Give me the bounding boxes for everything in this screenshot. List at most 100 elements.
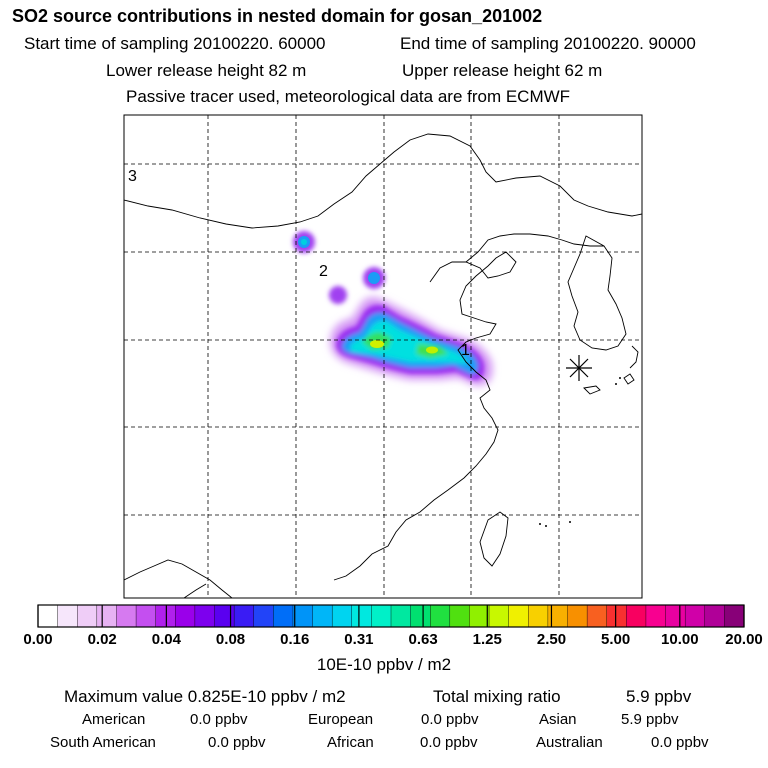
- island-dot-3: [539, 523, 541, 525]
- island-dot-2: [615, 383, 617, 385]
- region-value-american: 0.0 ppbv: [190, 711, 248, 728]
- region-label-1: 1: [461, 342, 470, 359]
- region-name-south-american: South American: [50, 734, 156, 751]
- island-dot-1: [619, 377, 621, 379]
- colorbar-cell: [469, 604, 490, 628]
- inland-border-2: [183, 583, 207, 598]
- coast-bohai: [333, 251, 517, 581]
- colorbar-cell: [292, 604, 314, 628]
- coast-japan-2: [623, 373, 635, 385]
- colorbar-cell: [175, 604, 196, 628]
- colorbar: [37, 604, 745, 628]
- colorbar-cell: [331, 604, 353, 628]
- colorbar-cell: [116, 604, 137, 628]
- colorbar-cell: [528, 604, 549, 628]
- colorbar-cells: [37, 604, 745, 628]
- colorbar-cell: [684, 604, 706, 628]
- colorbar-tick-label: 2.50: [536, 631, 567, 648]
- colorbar-tick-label: 0.16: [280, 631, 310, 648]
- plume-blob-c-core: [301, 239, 307, 245]
- total-mixing-value: 5.9 ppbv: [626, 687, 692, 706]
- so2-plume: [293, 231, 493, 386]
- colorbar-cell: [273, 604, 294, 628]
- colorbar-tick-label: 20.00: [725, 631, 763, 648]
- region-value-asian: 5.9 ppbv: [621, 711, 679, 728]
- start-time-label: Start time of sampling 20100220. 60000: [24, 34, 326, 53]
- colorbar-cell: [214, 604, 235, 628]
- region-label-2: 2: [319, 263, 328, 280]
- colorbar-cell: [488, 604, 510, 628]
- map-frame: [123, 114, 643, 599]
- island-dot-5: [569, 521, 571, 523]
- colorbar-cell: [155, 604, 176, 628]
- border-korea-north: [465, 233, 604, 263]
- colorbar-tick-label: 1.25: [472, 631, 502, 648]
- colorbar-cell: [57, 604, 78, 628]
- colorbar-cell: [449, 604, 470, 628]
- colorbar-cell: [37, 604, 59, 628]
- region-name-australian: Australian: [536, 734, 603, 751]
- region-value-south-american: 0.0 ppbv: [208, 734, 266, 751]
- coast-japan-1: [629, 345, 639, 369]
- colorbar-tick-label: 0.08: [215, 631, 246, 648]
- small-islands: [539, 377, 621, 527]
- region-value-european: 0.0 ppbv: [421, 711, 479, 728]
- colorbar-tick-label: 0.02: [87, 631, 117, 648]
- colorbar-cell: [508, 604, 529, 628]
- colorbar-cell: [665, 604, 686, 628]
- colorbar-cell: [410, 604, 431, 628]
- colorbar-cell: [135, 604, 157, 628]
- plume-blob-b-outer: [329, 286, 347, 304]
- coastlines: [124, 133, 642, 598]
- colorbar-cell: [430, 604, 451, 628]
- colorbar-cell: [312, 604, 333, 628]
- region-value-australian: 0.0 ppbv: [651, 734, 709, 751]
- plume-blob-a: [368, 272, 380, 284]
- colorbar-tick-label: 10.00: [661, 631, 699, 648]
- lower-release-label: Lower release height 82 m: [106, 61, 307, 80]
- region-value-african: 0.0 ppbv: [420, 734, 478, 751]
- island-taiwan: [479, 511, 509, 567]
- colorbar-cell: [96, 604, 117, 628]
- colorbar-cell: [194, 604, 215, 628]
- colorbar-cell: [645, 604, 667, 628]
- border-mongolia: [124, 133, 642, 229]
- colorbar-cell: [77, 604, 98, 628]
- colorbar-tick-label: 0.31: [344, 631, 374, 648]
- colorbar-tick-label: 0.04: [151, 631, 181, 648]
- colorbar-tick-label: 0.00: [23, 631, 53, 648]
- colorbar-cell: [626, 604, 647, 628]
- plume-core-2: [426, 346, 438, 354]
- island-dot-4: [545, 525, 547, 527]
- coast-korea: [567, 235, 627, 351]
- end-time-label: End time of sampling 20100220. 90000: [400, 34, 696, 53]
- chart-title: SO2 source contributions in nested domai…: [12, 6, 543, 26]
- colorbar-cell: [567, 604, 588, 628]
- colorbar-frame: [37, 604, 745, 628]
- colorbar-tick-label: 5.00: [601, 631, 631, 648]
- maximum-value-label: Maximum value 0.825E-10 ppbv / m2: [64, 687, 346, 706]
- colorbar-cell: [371, 604, 392, 628]
- colorbar-tick-label: 0.63: [408, 631, 438, 648]
- colorbar-cell: [606, 604, 627, 628]
- colorbar-cell: [586, 604, 608, 628]
- region-name-african: African: [327, 734, 374, 751]
- graticule: [124, 115, 642, 598]
- colorbar-cell: [233, 604, 255, 628]
- region-name-american: American: [82, 711, 146, 728]
- colorbar-cell: [351, 604, 372, 628]
- upper-release-label: Upper release height 62 m: [402, 61, 603, 80]
- region-name-european: European: [308, 711, 374, 728]
- region-name-asian: Asian: [539, 711, 577, 728]
- tracer-note: Passive tracer used, meteorological data…: [126, 87, 571, 106]
- map-panel: 3 2 1: [123, 114, 643, 599]
- asterisk-icon: [566, 355, 592, 381]
- colorbar-cell: [704, 604, 725, 628]
- colorbar-cell: [253, 604, 274, 628]
- island-jeju: [583, 385, 601, 395]
- inland-border: [124, 559, 233, 598]
- colorbar-cell: [724, 604, 745, 628]
- region-label-3: 3: [128, 168, 137, 185]
- plume-core: [370, 340, 384, 348]
- total-mixing-label: Total mixing ratio: [433, 687, 561, 706]
